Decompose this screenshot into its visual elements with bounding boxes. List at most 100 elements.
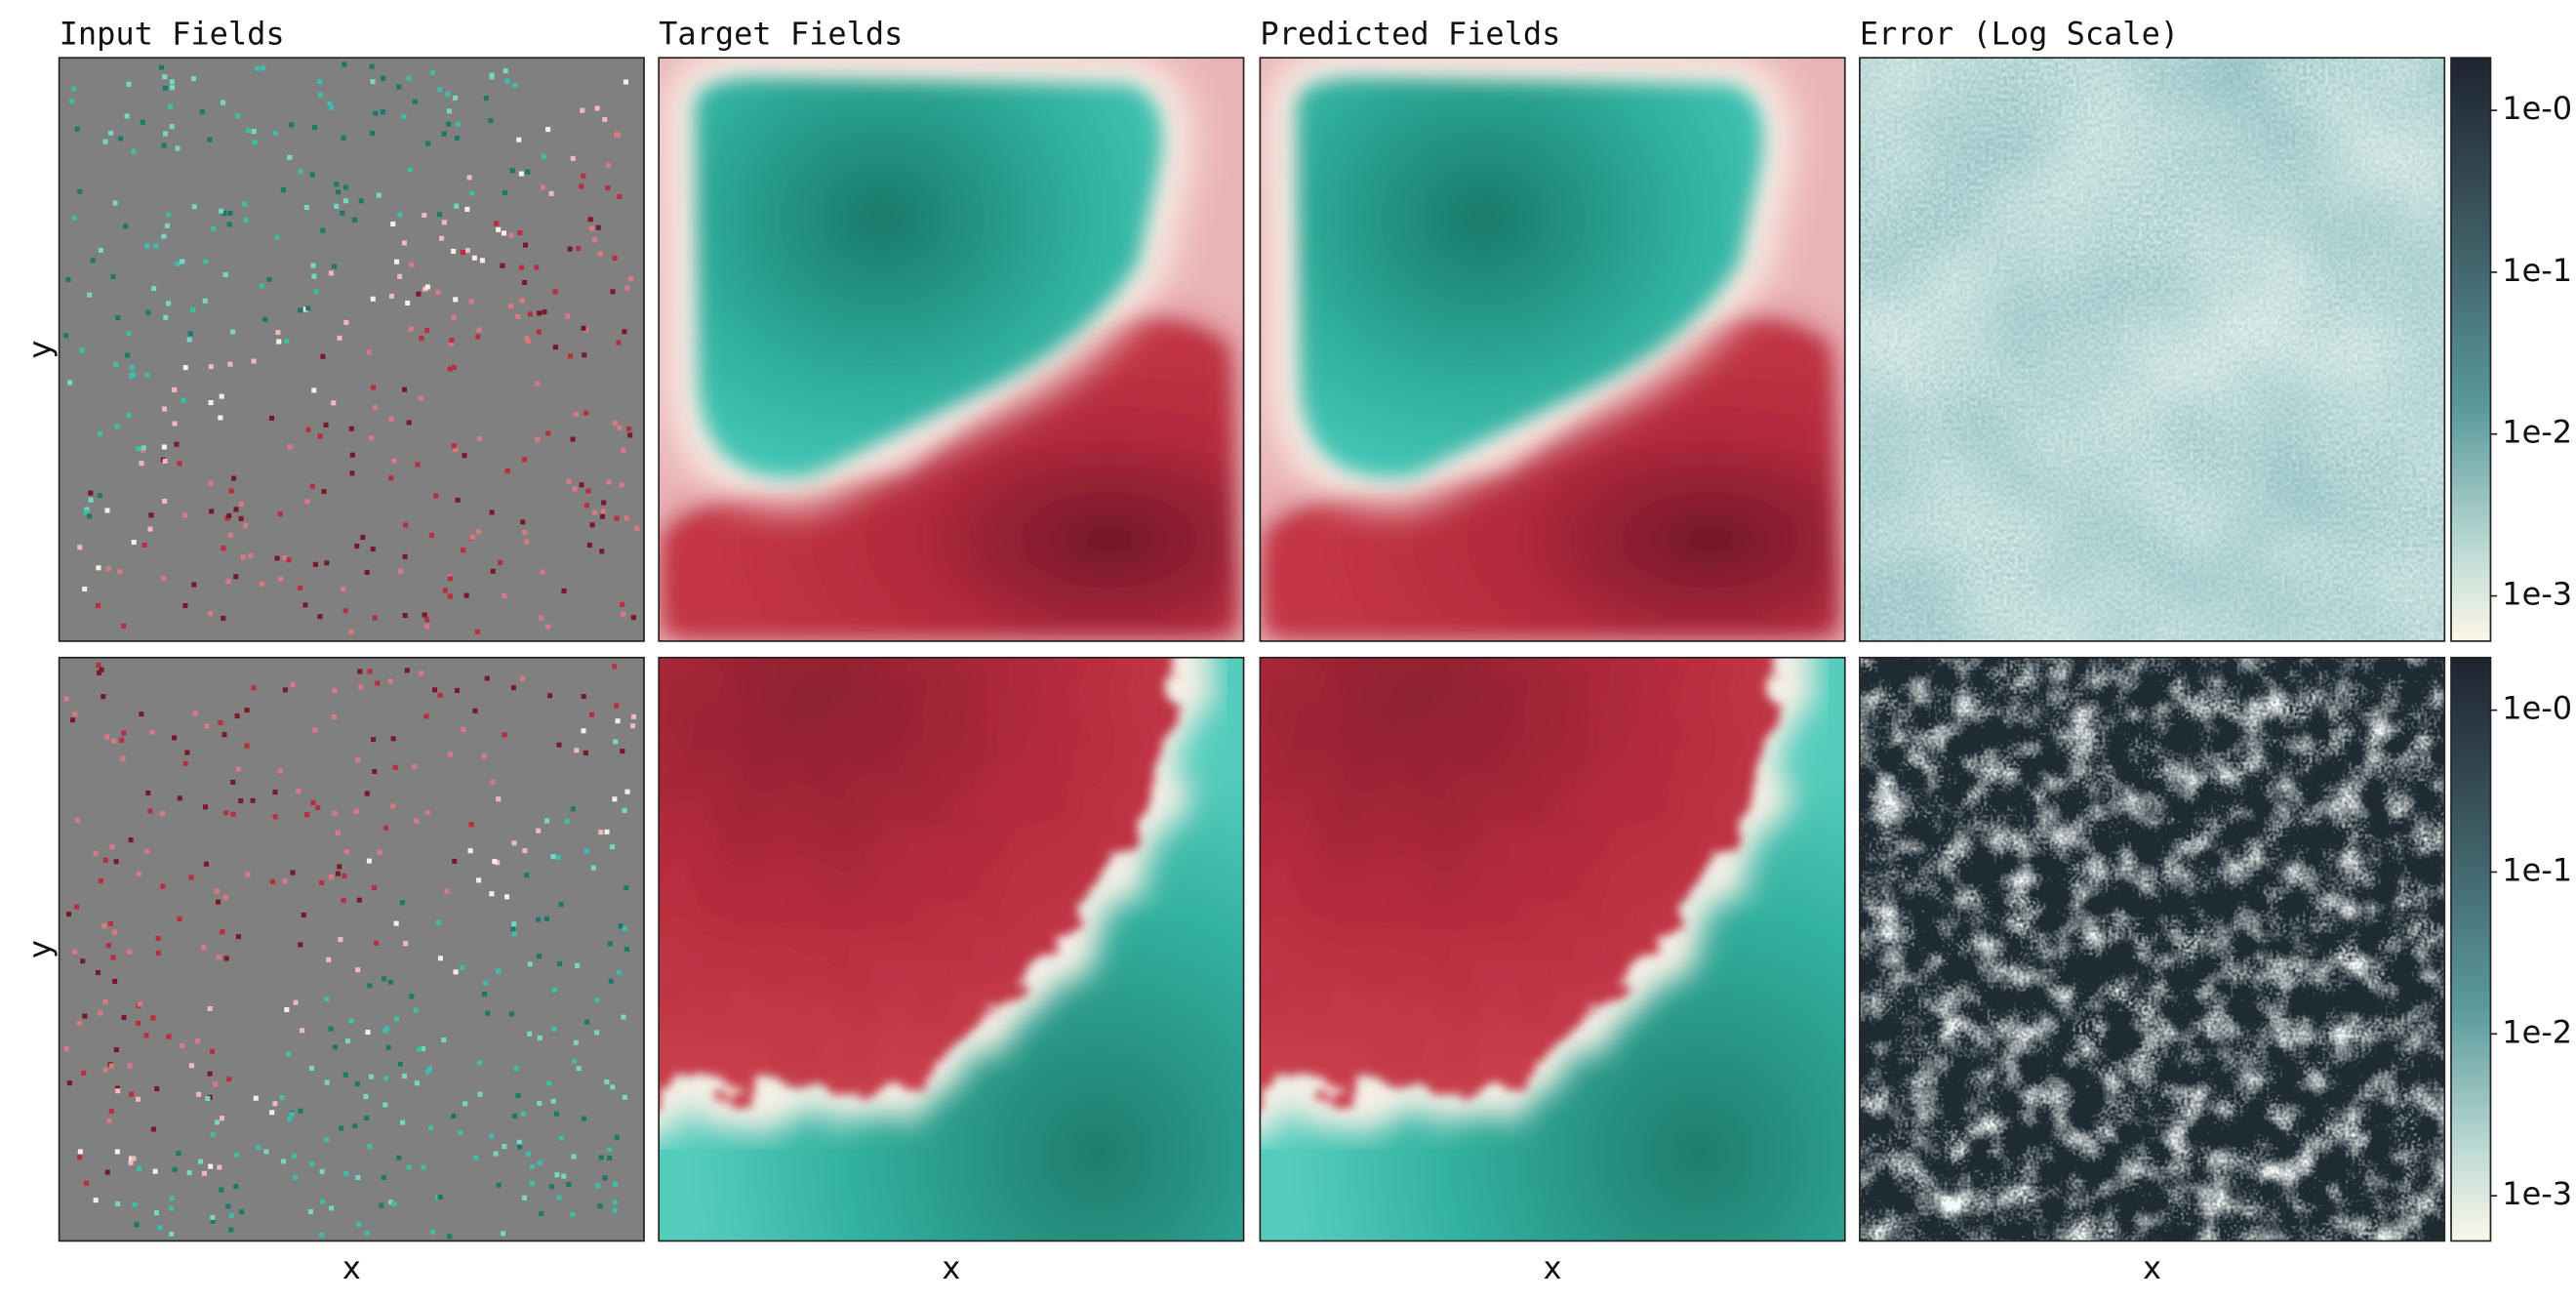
sample-point — [151, 286, 157, 292]
sample-point — [352, 1123, 358, 1129]
sample-point — [621, 447, 626, 453]
sample-point — [622, 807, 627, 813]
error-noise — [1859, 657, 2445, 1241]
sample-point — [376, 192, 382, 198]
sample-point — [113, 1047, 119, 1053]
sample-point — [399, 900, 405, 906]
sample-point — [289, 122, 295, 128]
sample-point — [175, 145, 181, 151]
sample-point — [476, 327, 482, 333]
sample-point — [222, 894, 228, 900]
sample-point — [97, 493, 102, 499]
sample-point — [396, 84, 402, 90]
sample-point — [469, 190, 475, 196]
sample-point — [348, 629, 354, 634]
sample-point — [468, 822, 474, 828]
sample-point — [364, 569, 370, 575]
sample-point — [575, 962, 581, 968]
sample-point — [72, 949, 78, 955]
sample-point — [250, 797, 256, 803]
sample-point — [634, 525, 640, 531]
sample-point — [417, 1046, 423, 1052]
colorbar-tick-label: 1e-0 — [2502, 90, 2572, 127]
sample-point — [490, 779, 496, 785]
colorbar-tick-label: 1e-1 — [2502, 851, 2572, 888]
sample-point — [99, 667, 104, 672]
sample-point — [580, 107, 585, 113]
sample-point — [612, 1207, 618, 1213]
sample-point — [326, 956, 332, 962]
sample-point — [216, 955, 221, 960]
sample-point — [545, 127, 551, 133]
predicted-field — [1228, 625, 1845, 1241]
sample-point — [131, 372, 137, 378]
sample-point — [290, 870, 296, 875]
sample-point — [321, 489, 327, 495]
sample-point — [489, 891, 495, 897]
sample-point — [620, 601, 625, 607]
sample-point — [161, 142, 167, 148]
sample-point — [272, 789, 278, 795]
sample-point — [136, 446, 141, 452]
sample-point — [150, 1015, 156, 1021]
sample-point — [118, 136, 124, 142]
sample-point — [186, 1170, 192, 1176]
sample-point — [366, 858, 372, 864]
sample-point — [343, 319, 349, 325]
sample-point — [218, 208, 223, 214]
sample-point — [419, 671, 424, 676]
sample-point — [364, 1230, 370, 1236]
sample-point — [391, 458, 397, 464]
sample-point — [328, 1026, 334, 1032]
sample-point — [172, 421, 178, 427]
sample-point — [63, 1046, 69, 1052]
sample-point — [342, 1072, 348, 1078]
sample-point — [287, 444, 293, 450]
sample-point — [190, 306, 196, 312]
sample-point — [309, 172, 315, 178]
sample-point — [511, 931, 517, 937]
sample-point — [344, 1038, 351, 1044]
sample-point — [616, 340, 622, 346]
sample-point — [210, 1214, 216, 1220]
sample-point — [437, 87, 443, 93]
sample-point — [521, 1195, 527, 1200]
sample-point — [169, 1205, 175, 1211]
sample-point — [71, 86, 77, 92]
input-panel — [59, 58, 644, 641]
sample-point — [464, 248, 470, 254]
sample-point — [439, 235, 445, 241]
sample-point — [582, 352, 587, 358]
sample-point — [112, 200, 118, 206]
sample-point — [451, 248, 457, 254]
sample-point — [400, 1119, 406, 1125]
sample-point — [476, 436, 482, 442]
sample-point — [617, 193, 623, 199]
sample-point — [282, 554, 288, 560]
sample-point — [231, 475, 237, 481]
sample-point — [188, 875, 194, 880]
sample-point — [570, 436, 576, 442]
sample-point — [144, 243, 150, 249]
sample-point — [141, 445, 146, 451]
sample-point — [349, 470, 355, 476]
sample-point — [234, 1152, 240, 1158]
sample-point — [255, 65, 261, 71]
sample-point — [278, 576, 284, 582]
sample-point — [388, 417, 394, 423]
sample-point — [120, 755, 126, 761]
sample-point — [311, 387, 317, 393]
sample-point — [571, 1058, 577, 1064]
sample-point — [251, 685, 257, 691]
sample-point — [397, 1061, 403, 1067]
sample-point — [419, 336, 424, 342]
sample-point — [90, 258, 96, 264]
sample-point — [518, 264, 524, 270]
colorbar — [2450, 656, 2492, 1242]
sample-point — [149, 729, 155, 735]
sample-point — [447, 752, 453, 757]
sample-point — [503, 68, 508, 74]
sample-point — [613, 1181, 619, 1187]
sample-point — [319, 1199, 326, 1204]
sample-point — [551, 1026, 557, 1032]
